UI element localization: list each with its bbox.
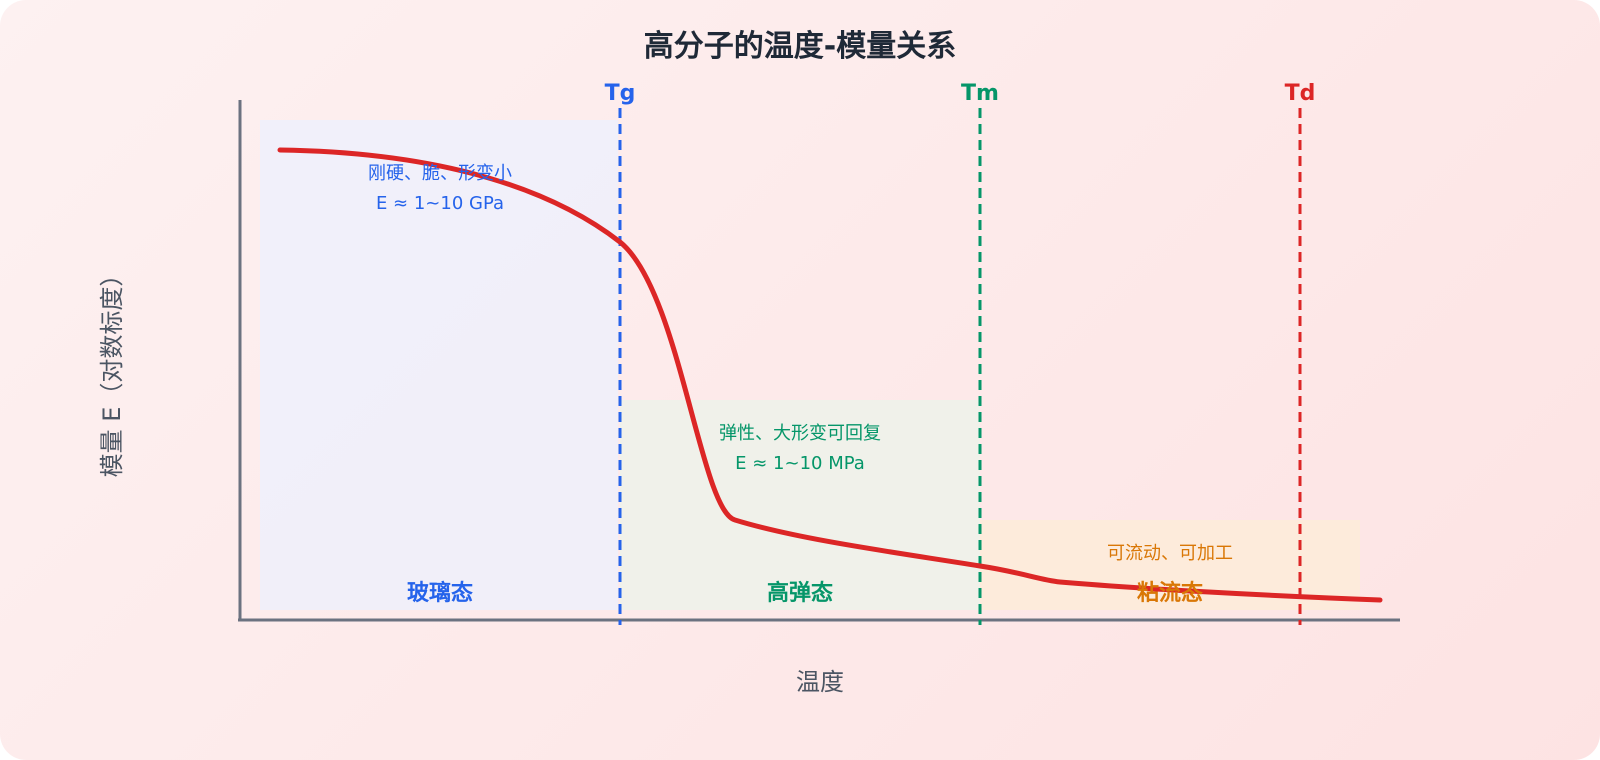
rubbery-state-label: 高弹态 bbox=[767, 580, 833, 606]
modulus-curve bbox=[277, 147, 1383, 603]
tg-label: Tg bbox=[605, 81, 636, 106]
viscous-description: 可流动、可加工 bbox=[1107, 543, 1233, 564]
rubbery-modulus: E ≈ 1~10 MPa bbox=[735, 453, 865, 474]
rubbery-description: 弹性、大形变可回复 bbox=[719, 423, 881, 444]
diagram-title: 高分子的温度-模量关系 bbox=[644, 29, 956, 64]
glassy-modulus: E ≈ 1~10 GPa bbox=[376, 193, 504, 214]
tm-label: Tm bbox=[961, 81, 999, 106]
glassy-description: 刚硬、脆、形变小 bbox=[368, 163, 512, 184]
x-axis-label: 温度 bbox=[796, 668, 844, 696]
td-label: Td bbox=[1285, 81, 1316, 106]
glassy-state-label: 玻璃态 bbox=[407, 580, 473, 606]
y-axis-label: 模量 E（对数标度） bbox=[98, 263, 126, 478]
viscous-state-label: 粘流态 bbox=[1137, 580, 1203, 606]
rubbery-region-bg bbox=[620, 400, 980, 610]
